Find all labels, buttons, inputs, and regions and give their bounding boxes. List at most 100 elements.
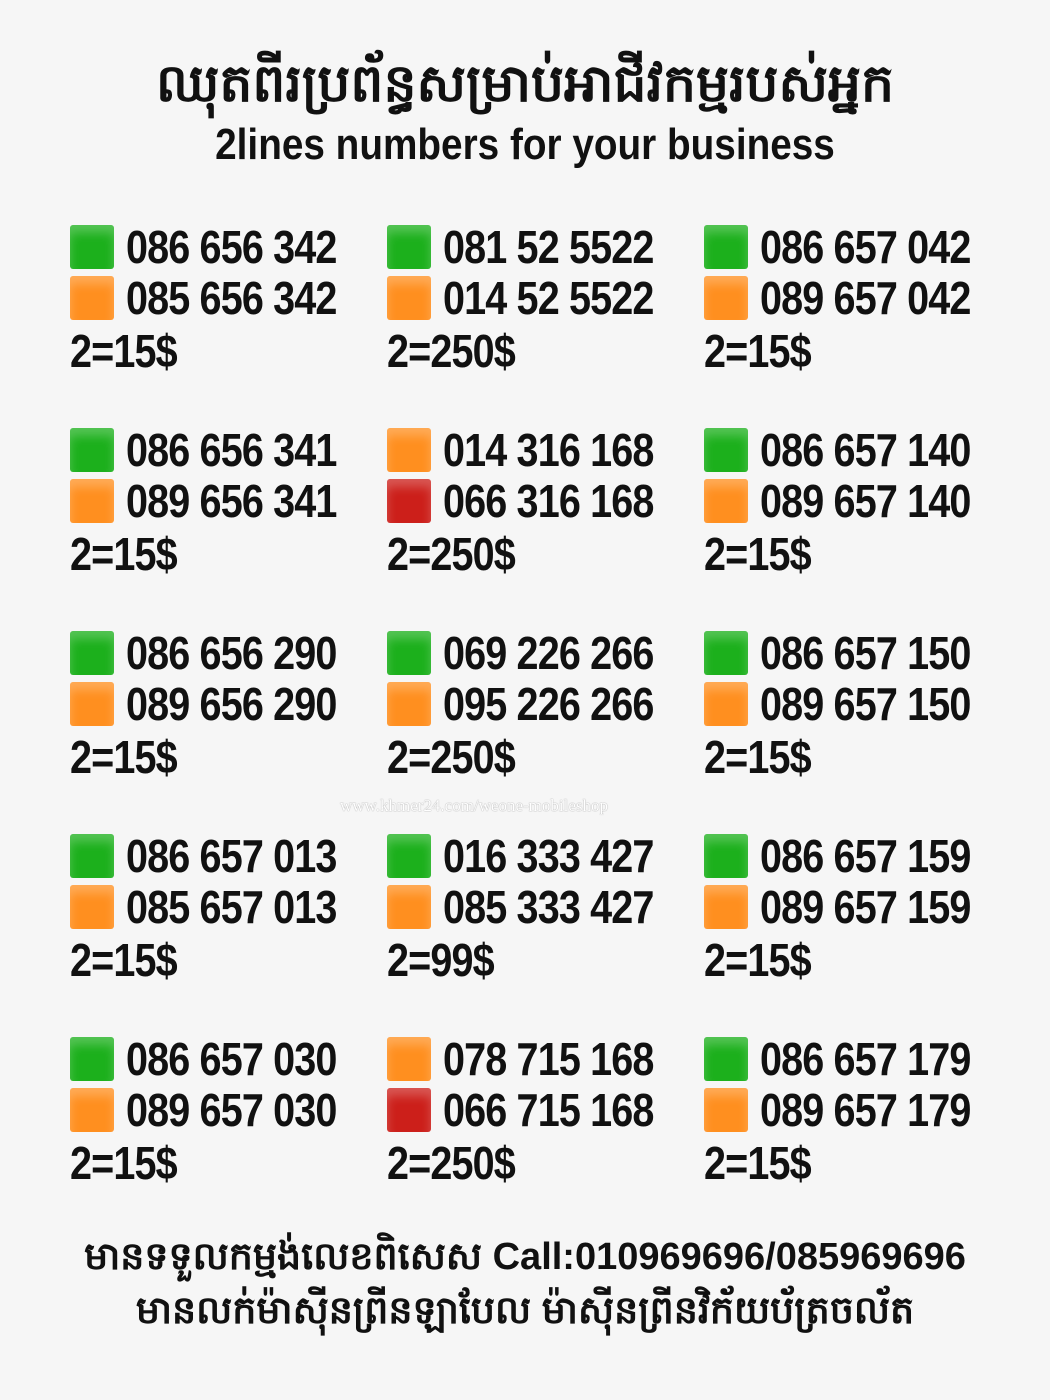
footer-line-2: មានលក់ម៉ាស៊ីនព្រីនឡាបែល ម៉ាស៊ីនព្រីនវិក័… bbox=[135, 1290, 915, 1332]
green-square-icon bbox=[70, 834, 114, 878]
green-square-icon bbox=[70, 428, 114, 472]
phone-line: 081 52 5522 bbox=[387, 222, 688, 272]
phone-number: 086 657 042 bbox=[760, 221, 971, 273]
orange-square-icon bbox=[704, 885, 748, 929]
number-set: 086 656 341 089 656 341 2=15$ bbox=[70, 425, 390, 595]
number-set: 014 316 168 066 316 168 2=250$ bbox=[387, 425, 707, 595]
phone-line: 066 715 168 bbox=[387, 1085, 688, 1135]
phone-number: 086 657 150 bbox=[760, 627, 971, 679]
number-set: 086 657 030 089 657 030 2=15$ bbox=[70, 1034, 390, 1204]
phone-line: 086 657 013 bbox=[70, 831, 371, 881]
phone-line: 089 657 179 bbox=[704, 1085, 1005, 1135]
number-set: 086 657 159 089 657 159 2=15$ bbox=[704, 831, 1024, 1001]
price: 2=15$ bbox=[704, 325, 812, 377]
green-square-icon bbox=[387, 834, 431, 878]
phone-number: 014 52 5522 bbox=[443, 272, 654, 324]
phone-number: 066 715 168 bbox=[443, 1084, 654, 1136]
title-english: 2lines numbers for your business bbox=[215, 120, 835, 169]
number-set: 081 52 5522 014 52 5522 2=250$ bbox=[387, 222, 707, 392]
number-set: 078 715 168 066 715 168 2=250$ bbox=[387, 1034, 707, 1204]
phone-number: 069 226 266 bbox=[443, 627, 654, 679]
number-set: 086 656 290 089 656 290 2=15$ bbox=[70, 628, 390, 798]
phone-number: 086 656 290 bbox=[126, 627, 337, 679]
orange-square-icon bbox=[704, 276, 748, 320]
phone-number: 085 657 013 bbox=[126, 881, 337, 933]
orange-square-icon bbox=[387, 885, 431, 929]
green-square-icon bbox=[704, 834, 748, 878]
phone-number: 086 657 159 bbox=[760, 830, 971, 882]
phone-number: 086 657 179 bbox=[760, 1033, 971, 1085]
phone-number: 089 657 140 bbox=[760, 475, 971, 527]
phone-number: 086 656 342 bbox=[126, 221, 337, 273]
phone-number: 089 657 042 bbox=[760, 272, 971, 324]
phone-line: 086 657 150 bbox=[704, 628, 1005, 678]
phone-number: 014 316 168 bbox=[443, 424, 654, 476]
orange-square-icon bbox=[70, 885, 114, 929]
green-square-icon bbox=[70, 1037, 114, 1081]
phone-number: 089 656 341 bbox=[126, 475, 337, 527]
phone-line: 086 656 290 bbox=[70, 628, 371, 678]
price: 2=15$ bbox=[70, 325, 178, 377]
orange-square-icon bbox=[387, 682, 431, 726]
phone-number: 086 656 341 bbox=[126, 424, 337, 476]
green-square-icon bbox=[704, 631, 748, 675]
green-square-icon bbox=[704, 1037, 748, 1081]
price: 2=15$ bbox=[704, 1137, 812, 1189]
phone-number: 086 657 140 bbox=[760, 424, 971, 476]
phone-line: 086 656 341 bbox=[70, 425, 371, 475]
phone-number: 086 657 013 bbox=[126, 830, 337, 882]
price: 2=15$ bbox=[70, 731, 178, 783]
phone-number: 078 715 168 bbox=[443, 1033, 654, 1085]
phone-line: 089 657 140 bbox=[704, 476, 1005, 526]
phone-line: 085 333 427 bbox=[387, 882, 688, 932]
number-set: 086 657 042 089 657 042 2=15$ bbox=[704, 222, 1024, 392]
phone-line: 095 226 266 bbox=[387, 679, 688, 729]
price: 2=15$ bbox=[704, 934, 812, 986]
phone-number: 081 52 5522 bbox=[443, 221, 654, 273]
phone-line: 085 656 342 bbox=[70, 273, 371, 323]
green-square-icon bbox=[387, 631, 431, 675]
phone-number: 085 333 427 bbox=[443, 881, 654, 933]
price: 2=15$ bbox=[704, 731, 812, 783]
phone-number: 089 657 150 bbox=[760, 678, 971, 730]
orange-square-icon bbox=[387, 1037, 431, 1081]
number-set: 086 657 179 089 657 179 2=15$ bbox=[704, 1034, 1024, 1204]
price: 2=15$ bbox=[70, 934, 178, 986]
green-square-icon bbox=[704, 428, 748, 472]
phone-line: 086 657 042 bbox=[704, 222, 1005, 272]
price: 2=15$ bbox=[704, 528, 812, 580]
number-set: 086 657 013 085 657 013 2=15$ bbox=[70, 831, 390, 1001]
phone-line: 078 715 168 bbox=[387, 1034, 688, 1084]
orange-square-icon bbox=[704, 479, 748, 523]
price: 2=250$ bbox=[387, 731, 516, 783]
orange-square-icon bbox=[70, 682, 114, 726]
phone-line: 089 656 341 bbox=[70, 476, 371, 526]
phone-number: 089 656 290 bbox=[126, 678, 337, 730]
phone-number: 095 226 266 bbox=[443, 678, 654, 730]
number-set: 016 333 427 085 333 427 2=99$ bbox=[387, 831, 707, 1001]
number-set: 086 657 140 089 657 140 2=15$ bbox=[704, 425, 1024, 595]
orange-square-icon bbox=[704, 1088, 748, 1132]
red-square-icon bbox=[387, 479, 431, 523]
orange-square-icon bbox=[387, 428, 431, 472]
phone-number: 089 657 179 bbox=[760, 1084, 971, 1136]
phone-number: 089 657 030 bbox=[126, 1084, 337, 1136]
phone-line: 086 656 342 bbox=[70, 222, 371, 272]
phone-line: 066 316 168 bbox=[387, 476, 688, 526]
title-khmer: ឈុតពីរប្រព័ន្ធសម្រាប់អាជីវកម្មរបស់អ្នក bbox=[155, 55, 895, 113]
number-set: 069 226 266 095 226 266 2=250$ bbox=[387, 628, 707, 798]
phone-line: 086 657 159 bbox=[704, 831, 1005, 881]
price: 2=15$ bbox=[70, 1137, 178, 1189]
number-set: 086 657 150 089 657 150 2=15$ bbox=[704, 628, 1024, 798]
phone-number: 089 657 159 bbox=[760, 881, 971, 933]
green-square-icon bbox=[704, 225, 748, 269]
number-set: 086 656 342 085 656 342 2=15$ bbox=[70, 222, 390, 392]
price: 2=15$ bbox=[70, 528, 178, 580]
phone-line: 089 657 030 bbox=[70, 1085, 371, 1135]
phone-line: 086 657 030 bbox=[70, 1034, 371, 1084]
phone-line: 016 333 427 bbox=[387, 831, 688, 881]
phone-number: 066 316 168 bbox=[443, 475, 654, 527]
phone-line: 069 226 266 bbox=[387, 628, 688, 678]
price: 2=250$ bbox=[387, 528, 516, 580]
phone-line: 086 657 179 bbox=[704, 1034, 1005, 1084]
